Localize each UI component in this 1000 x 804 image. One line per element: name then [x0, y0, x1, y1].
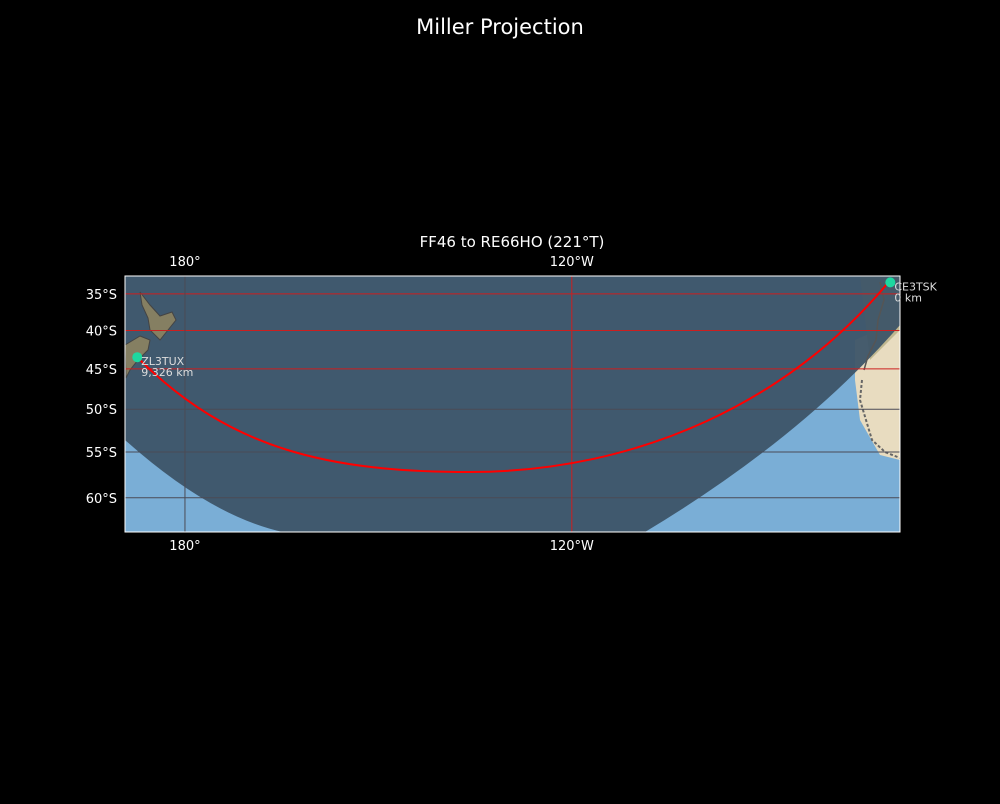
night-shade — [125, 276, 900, 532]
station-call-label: ZL3TUX — [141, 355, 184, 368]
map-title: FF46 to RE66HO (221°T) — [420, 233, 605, 251]
map-frame — [124, 275, 901, 533]
station-distance-label: 9,326 km — [141, 366, 193, 379]
patagonia-coastline — [858, 379, 900, 459]
lat-tick-label: 45°S — [86, 363, 117, 378]
lon-tick-label: 180° — [169, 255, 200, 270]
lat-tick-label: 50°S — [86, 403, 117, 418]
lat-tick-label: 40°S — [86, 325, 117, 340]
station-marker[interactable] — [132, 352, 143, 363]
lat-tick-label: 55°S — [86, 446, 117, 461]
station-call-label: CE3TSK — [894, 280, 937, 293]
axis-ticks: 35°S 40°S 45°S 50°S 55°S 60°S 180° 180° 120°W 120… — [86, 255, 594, 554]
station-marker[interactable] — [885, 277, 896, 288]
lon-tick-label: 120°W — [550, 255, 594, 270]
lat-tick-label: 35°S — [86, 288, 117, 303]
lon-tick-label: 180° — [169, 539, 200, 554]
figure-title: Miller Projection — [416, 15, 584, 39]
map-area[interactable] — [125, 270, 900, 535]
graticule — [125, 276, 900, 532]
new-zealand-north-island — [139, 291, 177, 341]
lat-tick-label: 60°S — [86, 492, 117, 507]
great-circle-path — [137, 283, 888, 474]
station-distance-label: 0 km — [894, 291, 922, 304]
lon-tick-label: 120°W — [550, 539, 594, 554]
chile-coastline — [863, 281, 885, 371]
